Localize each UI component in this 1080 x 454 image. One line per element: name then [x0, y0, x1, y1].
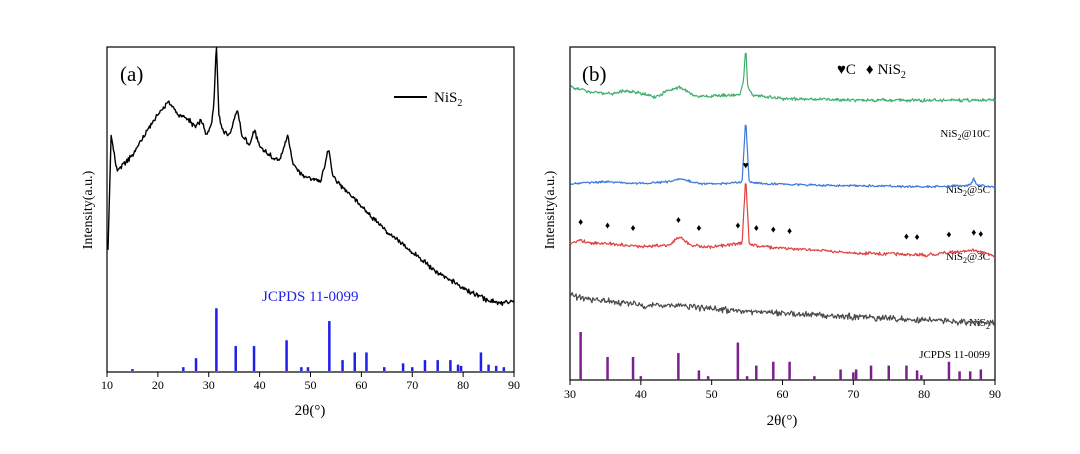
diamond-marker: ♦	[946, 230, 951, 241]
panel-b: (b) ♥C ♦ NiS2 Intensity(a.u.) 2θ(°) NiS2@1…	[543, 46, 1001, 429]
panel-a-x-ticks: 10 20 30 40 50 60 70 80 90	[101, 372, 520, 392]
panel-a-series-line	[107, 47, 515, 306]
diamond-marker: ♦	[904, 231, 909, 242]
diamond-marker: ♦	[971, 227, 976, 238]
panel-b-frame	[569, 46, 996, 381]
diamond-marker: ♦	[630, 223, 635, 234]
panel-a: (a) NiS2 JCPDS 11-0099 Intensity(a.u.) 2…	[81, 46, 520, 419]
diamond-marker: ♦	[696, 223, 701, 234]
panel-b-x-ticks: 30 40 50 60 70 80 90	[564, 380, 1001, 401]
diamond-marker: ♦	[735, 220, 740, 231]
panel-b-x-tick-label: 90	[989, 387, 1001, 401]
panel-b-x-tick-label: 40	[635, 387, 647, 401]
diamond-marker: ♦	[978, 229, 983, 240]
panel-a-reference-label: JCPDS 11-0099	[262, 289, 359, 305]
panel-a-series	[107, 47, 515, 306]
panel-b-x-tick-label: 70	[847, 387, 859, 401]
panel-a-x-tick-label: 90	[508, 378, 520, 392]
panel-b-series-line	[569, 124, 996, 189]
panel-b-reference-label: JCPDS 11-0099	[919, 349, 990, 361]
panel-b-x-tick-label: 50	[706, 387, 718, 401]
diamond-marker: ♦	[771, 225, 776, 236]
panel-b-x-tick-label: 80	[918, 387, 930, 401]
panel-b-series-line	[569, 52, 996, 103]
panel-b-legend: ♥C ♦ NiS2	[837, 62, 906, 81]
panel-b-series-line	[569, 292, 996, 326]
panel-b-series-line	[569, 183, 996, 258]
panel-b-label: (b)	[582, 62, 607, 86]
panel-a-reference-bars	[131, 308, 506, 371]
nis2-marker: ♦	[866, 62, 874, 78]
diamond-marker: ♦	[676, 215, 681, 226]
heart-marker: ♥	[743, 161, 749, 172]
panel-a-x-tick-label: 60	[355, 378, 367, 392]
panel-b-x-tick-label: 30	[564, 387, 576, 401]
panel-b-peak-markers: ♦ ♦ ♦♦♦ ♦ ♦ ♦ ♦ ♦ ♦ ♦ ♦ ♦♥	[578, 161, 983, 243]
diamond-marker: ♦	[787, 226, 792, 237]
panel-a-x-axis-title: 2θ(°)	[295, 403, 326, 419]
series-label-nis2-10c: NiS2@10C	[940, 128, 990, 142]
panel-a-legend-label: NiS2	[434, 90, 462, 109]
panel-a-x-tick-label: 40	[254, 378, 266, 392]
series-label-nis2-3c: NiS2@3C	[946, 251, 990, 265]
panel-a-x-tick-label: 30	[203, 378, 215, 392]
panel-a-x-tick-label: 50	[305, 378, 317, 392]
panel-b-reference-bars	[579, 332, 983, 380]
diamond-marker: ♦	[605, 220, 610, 231]
panel-b-x-tick-label: 60	[777, 387, 789, 401]
diamond-marker: ♦	[754, 223, 759, 234]
diamond-marker: ♦	[915, 232, 920, 243]
panel-a-x-tick-label: 80	[457, 378, 469, 392]
panel-b-x-axis-title: 2θ(°)	[767, 413, 798, 429]
panel-a-x-tick-label: 70	[406, 378, 418, 392]
panel-b-series	[569, 52, 996, 326]
panel-a-x-tick-label: 10	[101, 378, 113, 392]
panel-b-y-axis-title: Intensity(a.u.)	[543, 170, 558, 249]
c-marker: ♥	[837, 62, 846, 78]
panel-a-label: (a)	[120, 62, 143, 86]
panel-a-y-axis-title: Intensity(a.u.)	[81, 170, 96, 249]
diamond-marker: ♦	[578, 217, 583, 228]
panel-a-x-tick-label: 20	[152, 378, 164, 392]
